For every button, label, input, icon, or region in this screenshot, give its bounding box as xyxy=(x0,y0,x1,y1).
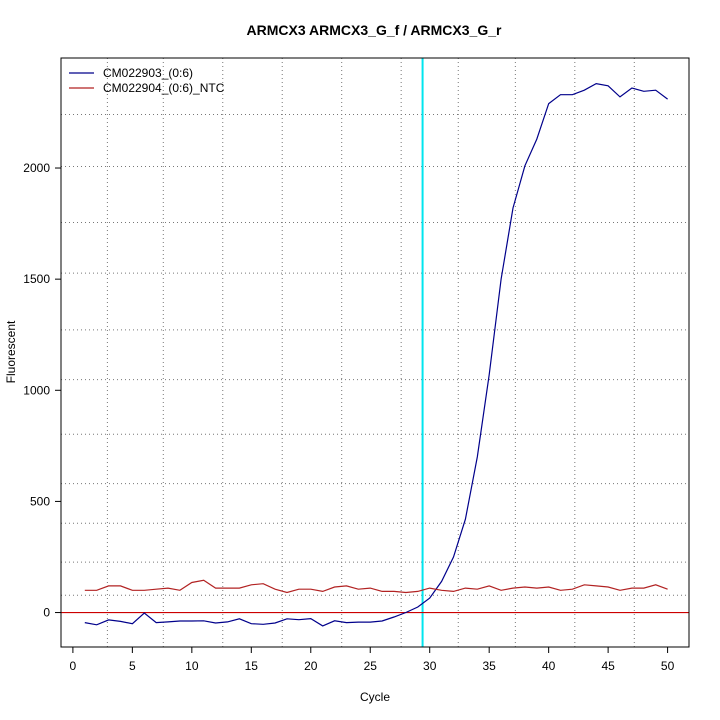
x-tick-label: 10 xyxy=(185,659,199,673)
legend-label-2: CM022904_(0:6)_NTC xyxy=(103,81,225,95)
x-tick-label: 5 xyxy=(129,659,136,673)
x-tick-label: 15 xyxy=(245,659,259,673)
x-tick-label: 40 xyxy=(542,659,556,673)
chart-title: ARMCX3 ARMCX3_G_f / ARMCX3_G_r xyxy=(247,22,502,38)
y-tick-label: 1000 xyxy=(23,383,50,397)
x-tick-label: 50 xyxy=(661,659,675,673)
reference-lines xyxy=(61,58,689,647)
series-line-1 xyxy=(84,82,668,627)
x-tick-label: 45 xyxy=(601,659,615,673)
y-axis: 0 500 1000 1500 2000 xyxy=(23,161,62,620)
y-tick-label: 500 xyxy=(30,494,50,508)
plot-frame xyxy=(60,57,690,648)
grid xyxy=(61,58,689,647)
x-tick-label: 30 xyxy=(423,659,437,673)
legend-label-1: CM022903_(0:6) xyxy=(103,66,193,80)
x-tick-label: 25 xyxy=(364,659,378,673)
y-axis-label: Fluorescent xyxy=(4,320,18,383)
x-axis: 0 5 10 15 20 25 30 35 40 45 50 xyxy=(70,646,675,673)
series-lines xyxy=(84,82,668,627)
y-tick-label: 0 xyxy=(43,606,50,620)
y-tick-label: 1500 xyxy=(23,272,50,286)
x-tick-label: 35 xyxy=(483,659,497,673)
legend: CM022903_(0:6)CM022904_(0:6)_NTC xyxy=(69,66,225,95)
x-tick-label: 0 xyxy=(70,659,77,673)
x-tick-label: 20 xyxy=(304,659,318,673)
series-line-2 xyxy=(84,579,668,594)
x-axis-label: Cycle xyxy=(360,690,390,704)
y-tick-label: 2000 xyxy=(23,161,50,175)
